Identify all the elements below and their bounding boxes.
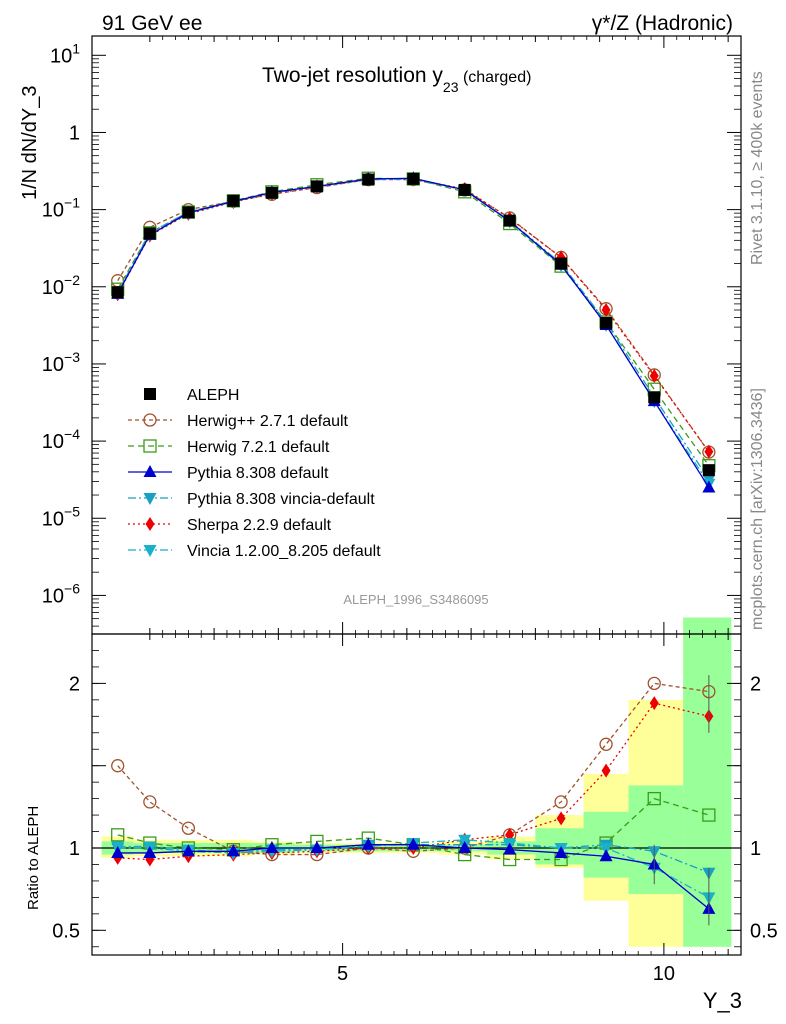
legend-label-herwigpp: Herwig++ 2.7.1 default <box>187 413 349 430</box>
ratio-point-pythia-8 <box>458 841 472 853</box>
y-tick-label: 10−1 <box>42 195 80 222</box>
point-ALEPH-6 <box>362 173 375 186</box>
point-ALEPH-9 <box>503 214 516 227</box>
legend: ALEPH Herwig++ 2.7.1 default Herwig 7.2.1 … <box>128 387 381 560</box>
point-ALEPH-12 <box>648 391 661 404</box>
series-line-sherpa <box>117 178 710 453</box>
y-tick-label: 10−6 <box>42 580 80 607</box>
ratio-point-herwigpp-0 <box>111 759 125 773</box>
ratio-uncertainty-bands <box>92 617 741 947</box>
ratio-point-sherpa-10 <box>556 811 566 826</box>
point-ALEPH-7 <box>407 172 420 185</box>
stat-band-13 <box>683 617 732 947</box>
ratio-point-pythia-1 <box>143 845 157 858</box>
series-line-pythia <box>117 177 710 488</box>
point-sherpa-13 <box>704 444 714 459</box>
ratio-tick-label: 1 <box>69 838 80 860</box>
point-ALEPH-5 <box>310 180 323 193</box>
ratio-point-pythia-0 <box>111 845 125 858</box>
y-tick-label: 10−2 <box>42 272 80 299</box>
y-tick-label: 10−5 <box>42 503 80 530</box>
ratio-point-pythia-10 <box>554 845 568 858</box>
ratio-point-herwig7-0 <box>111 828 125 842</box>
y-axis-label: 1/N dN/dY_3 <box>19 85 41 200</box>
ratio-point-pythia-5 <box>310 841 324 853</box>
ratio-point-sherpa-11 <box>601 763 611 778</box>
legend-marker-herwigpp <box>143 413 157 427</box>
point-pythia-13 <box>702 480 716 493</box>
ratio-point-herwig7-12 <box>647 791 661 806</box>
ratio-point-sherpa-12 <box>649 696 659 711</box>
axes: 5 10 101 1 10−1 10−2 10−3 10−4 10−5 10−6 2 2 1 1 0.5 0.… <box>42 36 778 985</box>
legend-label-ALEPH: ALEPH <box>187 387 239 404</box>
ratio-point-herwigpp-10 <box>554 795 568 809</box>
point-ALEPH-2 <box>182 206 195 219</box>
y-tick-label: 1 <box>69 122 80 144</box>
point-ALEPH-13 <box>702 464 715 477</box>
ratio-point-herwigpp-1 <box>143 795 157 809</box>
point-ALEPH-10 <box>555 257 568 270</box>
ratio-tick-label: 2 <box>69 673 80 695</box>
mcplots-label: mcplots.cern.ch [arXiv:1306.3436] <box>749 388 766 630</box>
y-tick-label: 101 <box>50 40 80 67</box>
legend-marker-pythia <box>143 465 157 477</box>
point-ALEPH-3 <box>227 194 240 207</box>
point-ALEPH-4 <box>265 186 278 199</box>
legend-label-herwig7: Herwig 7.2.1 default <box>187 439 330 456</box>
ratio-point-vincia-8 <box>458 834 472 847</box>
x-tick-label: 10 <box>653 963 675 985</box>
ratio-point-pythia-11 <box>599 849 613 862</box>
x-axis-label: Y_3 <box>703 988 742 1013</box>
ratio-tick-label-right: 2 <box>750 673 761 695</box>
legend-marker-sherpa <box>145 517 155 531</box>
legend-marker-ALEPH <box>144 388 156 400</box>
ratio-line-herwig7 <box>117 797 710 861</box>
point-ALEPH-8 <box>458 183 471 196</box>
ratio-line-sherpa <box>117 702 710 861</box>
main-plot-series <box>111 171 716 493</box>
ratio-plot-frame <box>91 633 742 956</box>
ratio-point-herwigpp-2 <box>181 821 196 835</box>
ratio-point-vincia-11 <box>599 843 613 855</box>
point-ALEPH-0 <box>111 286 124 299</box>
ratio-tick-label: 0.5 <box>52 920 80 942</box>
ratio-point-pythia-7 <box>406 837 420 850</box>
rivet-version-label: Rivet 3.1.10, ≥ 400k events <box>749 71 766 265</box>
legend-label-pythia: Pythia 8.308 default <box>187 465 329 482</box>
ratio-line-herwigpp <box>117 682 709 856</box>
ratio-point-herwig7-13 <box>702 808 716 822</box>
legend-marker-pythia-vincia <box>143 493 157 505</box>
point-ALEPH-1 <box>143 227 156 240</box>
header-right: γ*/Z (Hadronic) <box>592 12 733 35</box>
ratio-tick-label-right: 0.5 <box>750 920 778 942</box>
header-left: 91 GeV ee <box>102 12 202 35</box>
ratio-point-herwigpp-11 <box>599 737 613 751</box>
ratio-plot-series <box>111 675 716 926</box>
legend-marker-vincia <box>143 545 157 557</box>
ratio-point-pythia-2 <box>181 844 195 857</box>
analysis-id: ALEPH_1996_S3486095 <box>343 592 488 607</box>
y-tick-label: 10−4 <box>42 426 80 453</box>
legend-label-pythia-vincia: Pythia 8.308 vincia-default <box>187 491 375 508</box>
ratio-point-herwigpp-12 <box>647 676 661 691</box>
chart-title: Two-jet resolution y23 (charged) <box>262 64 531 95</box>
ratio-line-pythia <box>117 844 710 910</box>
ratio-point-pythia-4 <box>265 841 279 853</box>
series-line-herwigpp <box>117 178 710 453</box>
point-ALEPH-11 <box>600 316 613 329</box>
point-sherpa-11 <box>601 303 611 318</box>
stat-band-12 <box>628 785 684 895</box>
ratio-point-pythia-3 <box>226 844 240 857</box>
legend-label-sherpa: Sherpa 2.2.9 default <box>187 517 332 534</box>
point-sherpa-12 <box>649 368 659 383</box>
ratio-tick-label-right: 1 <box>750 838 761 860</box>
x-tick-label: 5 <box>337 963 348 985</box>
y-tick-label: 10−3 <box>42 349 80 376</box>
ratio-point-pythia-9 <box>503 842 517 855</box>
ratio-axis-label: Ratio to ALEPH <box>25 806 42 910</box>
ratio-point-pythia-6 <box>361 837 375 850</box>
legend-label-vincia: Vincia 1.2.00_8.205 default <box>187 543 381 560</box>
legend-marker-herwig7 <box>143 439 157 453</box>
